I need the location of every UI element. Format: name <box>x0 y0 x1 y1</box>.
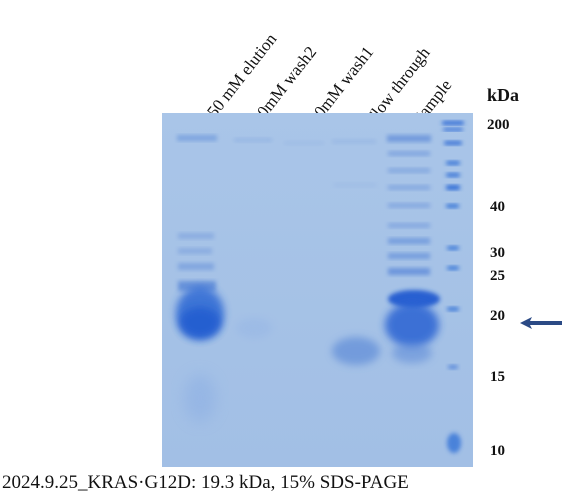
marker-label-20: 20 <box>490 308 505 324</box>
figure-caption: 2024.9.25_KRAS·G12D: 19.3 kDa, 15% SDS-P… <box>2 472 409 493</box>
sds-page-gel <box>162 113 473 467</box>
arrow-left-icon <box>518 316 564 335</box>
marker-ladder-lane <box>442 121 464 453</box>
lane-sample <box>385 135 440 363</box>
lane-20mm-wash1 <box>284 141 324 145</box>
marker-label-200: 200 <box>487 117 510 133</box>
marker-label-30: 30 <box>490 245 505 261</box>
lane-250mm-elution <box>176 135 224 422</box>
marker-label-15: 15 <box>490 369 505 385</box>
lane-20mm-wash2 <box>234 138 272 338</box>
marker-label-10: 10 <box>490 443 505 459</box>
lane-flow-through <box>332 139 380 365</box>
marker-label-25: 25 <box>490 268 505 284</box>
molecular-weight-unit: kDa <box>487 85 520 105</box>
marker-label-40: 40 <box>490 199 505 215</box>
